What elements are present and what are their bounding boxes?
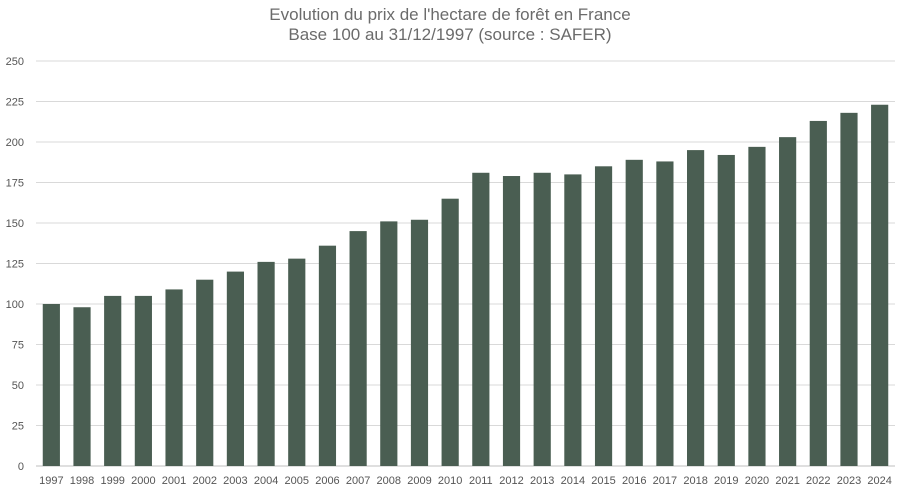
chart-subtitle: Base 100 au 31/12/1997 (source : SAFER) [288, 25, 612, 44]
y-tick-label: 0 [18, 461, 24, 473]
x-tick-label: 2003 [223, 475, 247, 487]
bar-2023 [840, 112, 858, 466]
x-tick-label: 2000 [131, 475, 155, 487]
x-tick-label: 2016 [622, 475, 646, 487]
y-tick-label: 250 [6, 56, 24, 68]
x-tick-label: 2018 [683, 475, 707, 487]
x-tick-label: 2014 [561, 475, 585, 487]
y-tick-label: 25 [12, 421, 24, 433]
bar-2011 [472, 172, 490, 466]
x-tick-label: 2001 [162, 475, 186, 487]
x-tick-label: 2015 [591, 475, 615, 487]
bar-2004 [257, 261, 275, 466]
x-tick-label: 2013 [530, 475, 554, 487]
y-tick-label: 100 [6, 299, 24, 311]
x-tick-label: 2007 [346, 475, 370, 487]
bar-2001 [165, 289, 183, 466]
bar-2017 [656, 161, 674, 466]
y-tick-label: 125 [6, 259, 24, 271]
bar-1998 [73, 307, 91, 466]
bar-1999 [104, 295, 122, 466]
x-tick-label: 1998 [70, 475, 94, 487]
bar-2009 [410, 219, 429, 466]
bar-2016 [625, 159, 643, 466]
bar-2022 [809, 120, 827, 466]
x-tick-label: 2008 [377, 475, 401, 487]
bar-2003 [226, 271, 245, 466]
y-tick-label: 75 [12, 340, 24, 352]
y-tick-label: 150 [6, 218, 24, 230]
x-tick-label: 1997 [39, 475, 63, 487]
x-tick-label: 2023 [837, 475, 861, 487]
y-tick-label: 175 [6, 178, 24, 190]
bar-2013 [533, 172, 551, 466]
bar-2015 [594, 166, 613, 467]
bar-2020 [748, 146, 766, 467]
y-tick-label: 225 [6, 97, 24, 109]
bar-2012 [502, 176, 521, 466]
x-tick-label: 2024 [867, 475, 891, 487]
bar-2008 [380, 221, 398, 466]
x-tick-label: 2011 [469, 475, 493, 487]
x-tick-label: 1999 [100, 475, 124, 487]
x-tick-label: 2017 [653, 475, 677, 487]
bar-2018 [686, 150, 705, 466]
x-tick-label: 2019 [714, 475, 738, 487]
chart-title: Evolution du prix de l'hectare de forêt … [269, 5, 631, 24]
bar-2002 [196, 279, 214, 466]
x-tick-label: 2022 [806, 475, 830, 487]
x-tick-label: 2006 [315, 475, 339, 487]
bar-2010 [441, 198, 459, 466]
x-tick-label: 2002 [192, 475, 216, 487]
bar-2006 [318, 245, 337, 466]
bar-2007 [349, 231, 367, 466]
x-tick-label: 2020 [745, 475, 769, 487]
bar-2005 [288, 258, 306, 466]
x-tick-label: 2005 [285, 475, 309, 487]
y-tick-label: 50 [12, 380, 24, 392]
y-tick-label: 200 [6, 137, 24, 149]
bar-2014 [564, 174, 582, 466]
x-tick-label: 2012 [499, 475, 523, 487]
x-tick-label: 2004 [254, 475, 278, 487]
bar-2021 [779, 137, 797, 466]
x-tick-label: 2021 [775, 475, 799, 487]
bar-2019 [717, 154, 735, 466]
x-tick-label: 2010 [438, 475, 462, 487]
bar-2000 [134, 295, 152, 466]
x-tick-label: 2009 [407, 475, 431, 487]
bar-1997 [42, 304, 60, 466]
bar-2024 [871, 104, 889, 467]
